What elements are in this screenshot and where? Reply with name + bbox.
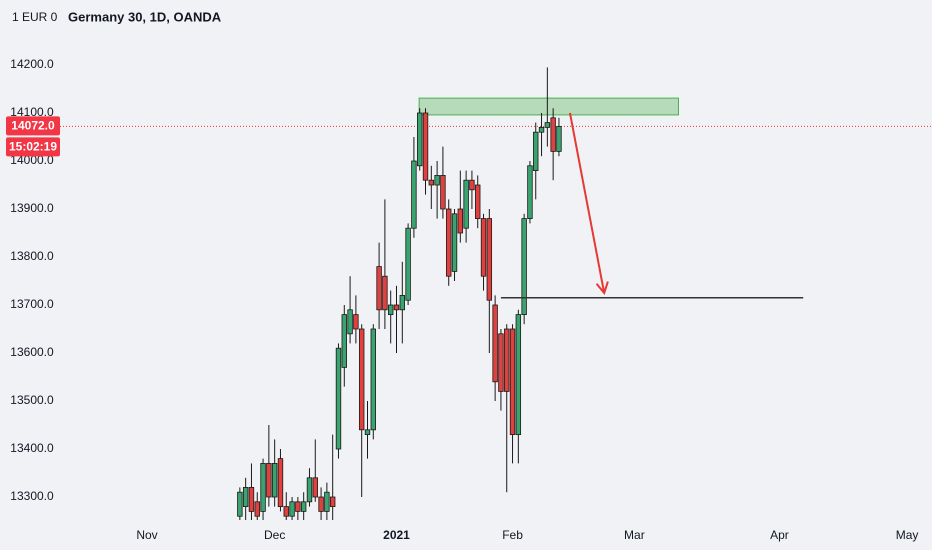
last-price-box	[6, 116, 60, 136]
candle-body	[312, 477, 318, 498]
candle-body	[329, 496, 336, 508]
candle-body	[521, 218, 527, 316]
candle-body	[544, 122, 551, 128]
x-tick-label: Mar	[624, 528, 645, 542]
candle-body	[318, 496, 324, 512]
candle-body	[533, 131, 539, 171]
candle-body	[515, 314, 522, 436]
candle-body	[277, 458, 284, 508]
candle-body	[504, 328, 510, 392]
countdown-label: 15:02:19	[9, 140, 57, 154]
countdown-box	[6, 137, 60, 157]
arrow-shaft	[568, 112, 606, 294]
y-tick-label: 13400.0	[10, 441, 54, 455]
candle-body	[492, 304, 498, 383]
plot-area	[60, 67, 932, 520]
candle-body	[422, 112, 429, 181]
candle-body	[341, 314, 347, 368]
candle-body	[266, 463, 272, 498]
candle-body	[480, 218, 487, 277]
candle-body	[353, 314, 359, 330]
candle-body	[457, 208, 464, 234]
candle-body	[237, 491, 243, 517]
candle-body	[295, 501, 301, 512]
last-price-label: 14072.0	[11, 119, 55, 133]
candle-body	[527, 165, 533, 219]
x-tick-label: Apr	[770, 528, 789, 542]
y-tick-label: 14000.0	[10, 153, 54, 167]
x-tick-label: Nov	[136, 528, 157, 542]
candle-body	[469, 179, 475, 191]
candle-body	[498, 333, 504, 392]
candle-body	[417, 112, 423, 167]
chart-title: Germany 30, 1D, OANDA	[68, 9, 222, 24]
scale-label: 1 EUR 0	[12, 10, 58, 24]
candle-body	[364, 429, 371, 436]
y-tick-label: 13600.0	[10, 345, 54, 359]
y-tick-label: 13500.0	[10, 393, 54, 407]
candle-body	[538, 126, 545, 133]
y-tick-label: 13800.0	[10, 249, 54, 263]
candle-body	[376, 266, 382, 311]
y-tick-label: 13900.0	[10, 201, 54, 215]
candle-body	[440, 174, 446, 210]
y-tick-label: 13300.0	[10, 489, 54, 503]
candle-body	[370, 328, 376, 431]
candle-body	[260, 463, 266, 512]
x-tick-label: 2021	[383, 528, 410, 542]
candle-body	[324, 491, 330, 512]
candle-body	[550, 117, 556, 152]
candle-body	[399, 295, 406, 311]
candle-body	[254, 501, 260, 517]
candle-body	[347, 309, 353, 335]
candle-body	[556, 126, 562, 152]
candle-body	[242, 487, 249, 508]
candle-body	[428, 179, 435, 186]
x-tick-label: Dec	[264, 528, 285, 542]
x-tick-label: Feb	[502, 528, 523, 542]
x-tick-label: May	[896, 528, 919, 542]
candle-body	[358, 328, 365, 431]
candle-body	[387, 304, 394, 316]
candle-body	[446, 208, 452, 277]
candle-body	[509, 328, 516, 436]
candle-body	[393, 304, 400, 311]
y-tick-label: 13700.0	[10, 297, 54, 311]
candle-body	[283, 506, 289, 517]
candle-body	[451, 213, 458, 272]
arrow-head	[595, 281, 609, 296]
candle-body	[486, 218, 493, 301]
candle-body	[411, 160, 417, 229]
candle-body	[300, 501, 307, 512]
candle-body	[434, 174, 440, 186]
candle-body	[463, 179, 469, 229]
y-tick-label: 14200.0	[10, 57, 54, 71]
candle-body	[248, 487, 255, 512]
candle-body	[475, 184, 481, 219]
candle-body	[306, 477, 313, 503]
candle-body	[271, 463, 278, 498]
candle-body	[382, 275, 388, 311]
resistance-zone	[418, 97, 679, 116]
candle-body	[335, 347, 342, 450]
candle-body	[289, 501, 295, 517]
y-tick-label: 14100.0	[10, 105, 54, 119]
candle-body	[405, 227, 411, 301]
